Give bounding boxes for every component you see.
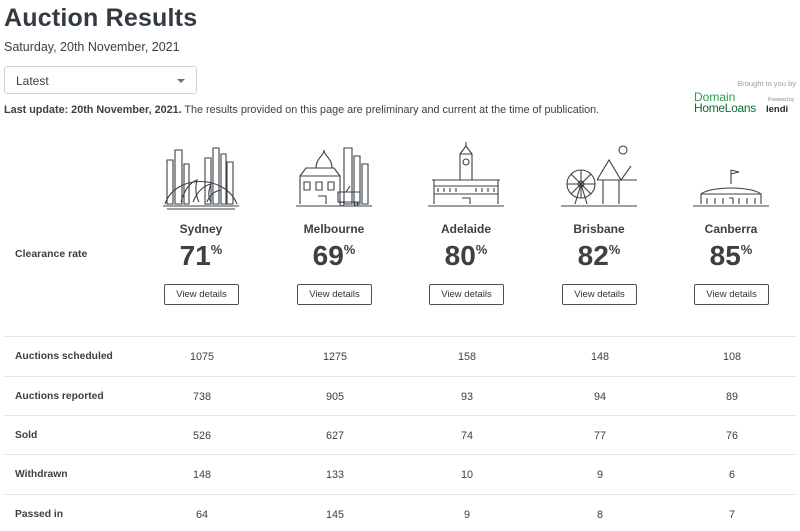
city-name: Sydney: [179, 222, 223, 236]
cell-canberra: 6: [728, 469, 735, 481]
clearance-rate: 82%: [577, 240, 621, 271]
adelaide-town-hall-icon: [428, 142, 504, 207]
cell-adelaide: 10: [460, 469, 473, 481]
cell-melbourne: 133: [325, 469, 344, 481]
page-date: Saturday, 20th November, 2021: [4, 40, 180, 54]
logo-line1: Domain: [694, 90, 736, 104]
results-dropdown[interactable]: Latest: [4, 66, 197, 94]
dropdown-value: Latest: [16, 74, 49, 88]
cell-brisbane: 77: [593, 430, 606, 442]
view-details-button[interactable]: View details: [164, 284, 239, 305]
cell-adelaide: 74: [460, 430, 473, 442]
view-details-button[interactable]: View details: [562, 284, 637, 305]
sponsor-caption: Brought to you by: [737, 79, 796, 88]
city-name: Adelaide: [440, 222, 491, 236]
cell-canberra: 76: [725, 430, 738, 442]
city-column-melbourne: Melbourne 69% View details: [264, 140, 404, 310]
domain-home-loans-logo[interactable]: Domain HomeLoans Powered by lendi: [694, 90, 798, 116]
brisbane-skyline-icon: [561, 145, 637, 207]
cell-melbourne: 627: [325, 430, 344, 442]
lendi-logo: lendi: [766, 104, 789, 115]
update-date: Last update: 20th November, 2021.: [4, 104, 182, 116]
cell-sydney: 64: [195, 509, 208, 521]
canberra-parliament-icon: [693, 169, 769, 207]
cell-brisbane: 94: [593, 391, 606, 403]
clearance-rate-label: Clearance rate: [15, 248, 88, 260]
page-title: Auction Results: [4, 4, 198, 32]
melbourne-skyline-icon: [296, 147, 372, 207]
cell-brisbane: 8: [596, 509, 603, 521]
city-column-canberra: Canberra 85% View details: [661, 140, 800, 310]
cell-melbourne: 905: [325, 391, 344, 403]
cell-melbourne: 145: [325, 509, 344, 521]
update-notice: Last update: 20th November, 2021. The re…: [4, 104, 599, 116]
row-label: Withdrawn: [15, 469, 68, 480]
table-row: Withdrawn 148 133 10 9 6: [4, 454, 796, 494]
table-row: Auctions reported 738 905 93 94 89: [4, 376, 796, 416]
cell-canberra: 89: [725, 391, 738, 403]
cell-adelaide: 158: [457, 351, 476, 363]
cell-sydney: 1075: [189, 351, 215, 363]
table-row: Auctions scheduled 1075 1275 158 148 108: [4, 336, 796, 376]
clearance-rate: 85%: [709, 240, 753, 271]
cell-brisbane: 148: [590, 351, 609, 363]
clearance-rate: 80%: [444, 240, 488, 271]
chevron-down-icon: [177, 79, 185, 83]
row-label: Auctions scheduled: [15, 351, 113, 362]
city-name: Melbourne: [303, 222, 365, 236]
logo-line2: HomeLoans: [694, 101, 757, 115]
table-row: Passed in 64 145 9 8 7: [4, 494, 796, 531]
cell-brisbane: 9: [596, 469, 603, 481]
row-label: Passed in: [15, 509, 64, 520]
city-name: Brisbane: [573, 222, 625, 236]
clearance-rate: 69%: [312, 240, 356, 271]
cell-adelaide: 9: [463, 509, 470, 521]
cell-sydney: 148: [192, 469, 211, 481]
cell-sydney: 526: [192, 430, 211, 442]
cell-sydney: 738: [192, 391, 211, 403]
city-column-sydney: Sydney 71% View details: [131, 140, 271, 310]
sydney-skyline-icon: [163, 147, 239, 210]
row-label: Sold: [15, 430, 38, 441]
city-column-adelaide: Adelaide 80% View details: [396, 140, 536, 310]
city-name: Canberra: [704, 222, 758, 236]
cell-adelaide: 93: [460, 391, 473, 403]
cell-canberra: 108: [722, 351, 741, 363]
cell-melbourne: 1275: [322, 351, 348, 363]
view-details-button[interactable]: View details: [297, 284, 372, 305]
clearance-rate: 71%: [179, 240, 223, 271]
row-label: Auctions reported: [15, 391, 104, 402]
update-text: The results provided on this page are pr…: [181, 104, 600, 116]
city-column-brisbane: Brisbane 82% View details: [529, 140, 669, 310]
view-details-button[interactable]: View details: [694, 284, 769, 305]
table-row: Sold 526 627 74 77 76: [4, 415, 796, 455]
powered-by: Powered by: [768, 97, 795, 103]
cell-canberra: 7: [728, 509, 735, 521]
view-details-button[interactable]: View details: [429, 284, 504, 305]
